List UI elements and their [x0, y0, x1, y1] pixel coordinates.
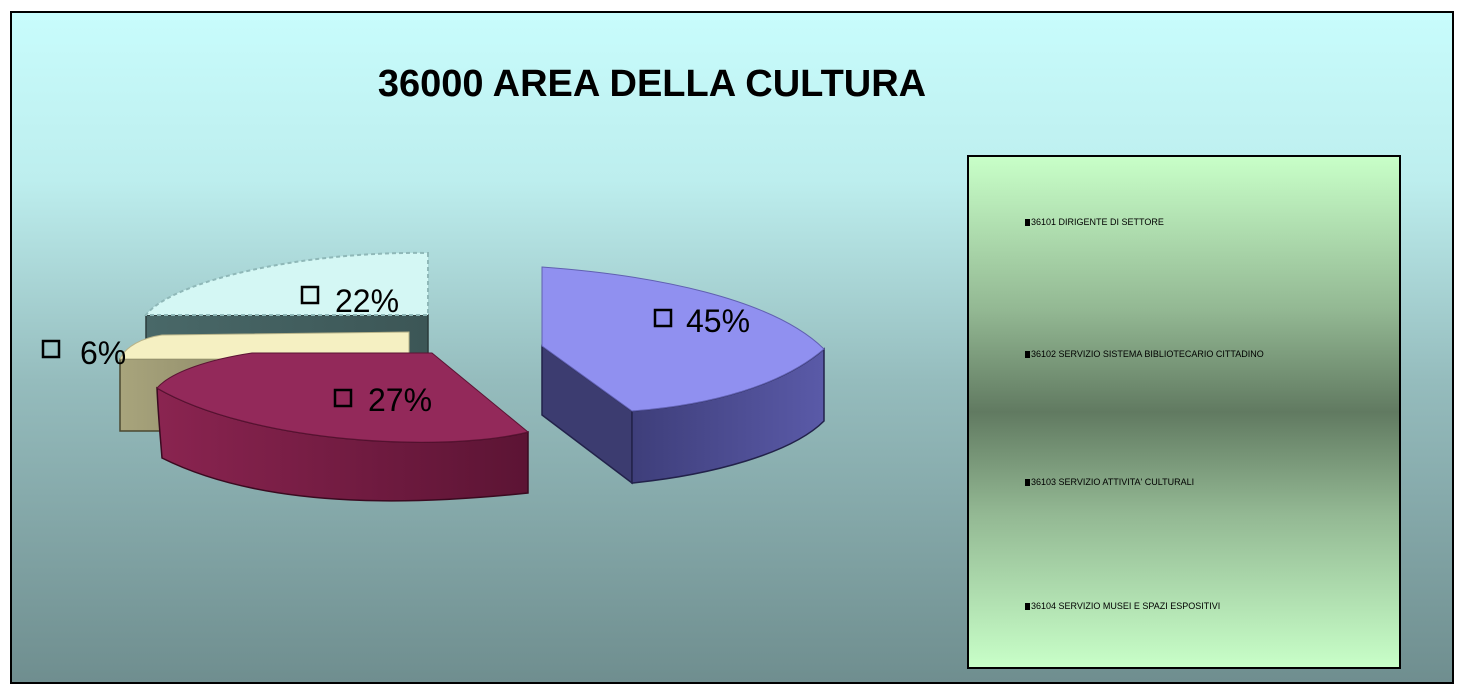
data-label: 45% [653, 303, 750, 339]
legend-swatch [1025, 218, 1030, 226]
legend-swatch [1025, 350, 1030, 358]
legend-label: 36104 SERVIZIO MUSEI E SPAZI ESPOSITIVI [1031, 601, 1221, 611]
legend-entry: 36101 DIRIGENTE DI SETTORE [1025, 215, 1164, 229]
chart-legend: 36101 DIRIGENTE DI SETTORE 36102 SERVIZI… [967, 155, 1401, 669]
legend-entry: 36102 SERVIZIO SISTEMA BIBLIOTECARIO CIT… [1025, 347, 1264, 361]
legend-entry: 36104 SERVIZIO MUSEI E SPAZI ESPOSITIVI [1025, 599, 1220, 613]
data-label: 6% [41, 335, 126, 371]
chart-title: 36000 AREA DELLA CULTURA [377, 63, 927, 105]
legend-swatch [1025, 478, 1030, 486]
data-label: 22% [300, 283, 399, 319]
legend-entry: 36103 SERVIZIO ATTIVITA' CULTURALI [1025, 475, 1194, 489]
pie-chart: 22% 45% 6% 27% [41, 251, 825, 502]
data-label-text: 6% [80, 335, 126, 371]
data-label-text: 27% [368, 382, 432, 418]
data-label-text: 45% [686, 303, 750, 339]
legend-swatch [1025, 602, 1030, 610]
data-label-text: 22% [335, 283, 399, 319]
pie-slice [541, 266, 825, 412]
pie-slice [156, 352, 530, 443]
legend-label: 36102 SERVIZIO SISTEMA BIBLIOTECARIO CIT… [1031, 349, 1264, 359]
data-label: 27% [333, 382, 432, 418]
pie-slice [119, 331, 410, 360]
legend-label: 36103 SERVIZIO ATTIVITA' CULTURALI [1031, 477, 1195, 487]
chart-frame: 36000 AREA DELLA CULTURA [10, 11, 1454, 684]
pie-slice [143, 251, 429, 316]
legend-label: 36101 DIRIGENTE DI SETTORE [1031, 217, 1164, 227]
